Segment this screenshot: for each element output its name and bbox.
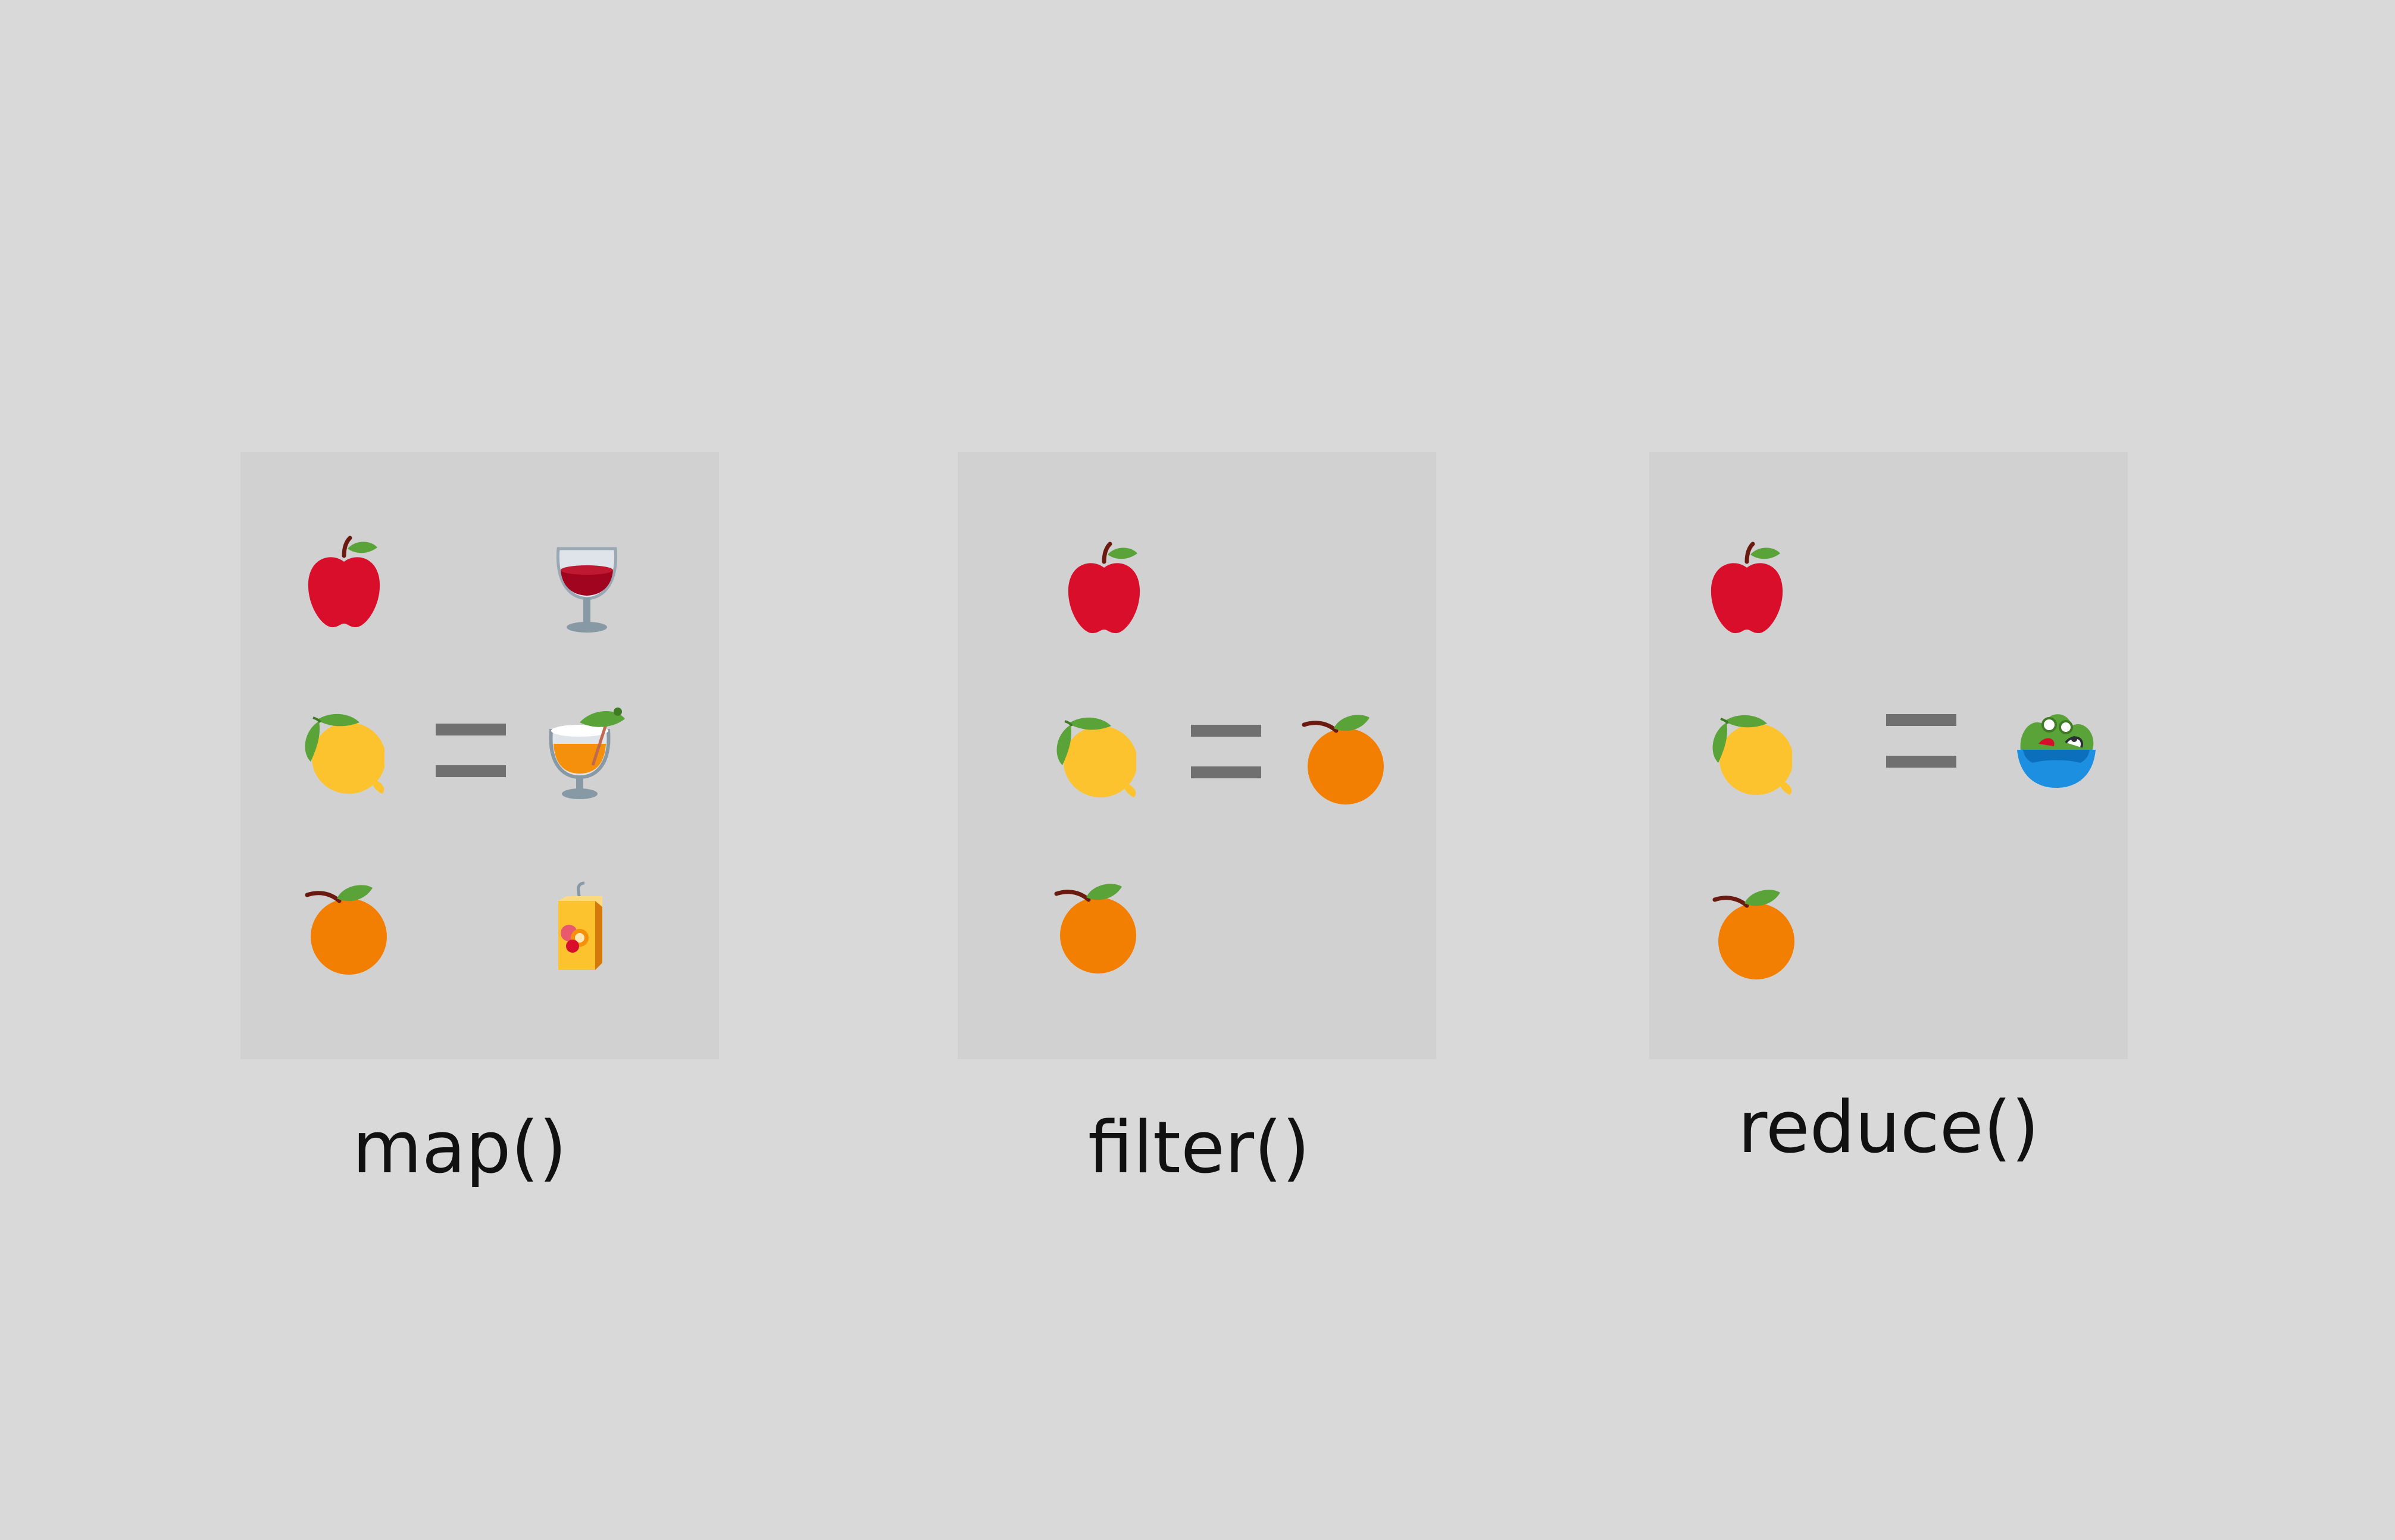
lemon-icon — [301, 705, 384, 800]
lemon-icon — [1053, 708, 1136, 803]
orange-icon — [1711, 885, 1794, 981]
map-label: map() — [352, 1107, 567, 1190]
green-salad-icon — [2015, 701, 2098, 796]
filter-label: filter() — [1088, 1107, 1310, 1190]
tropical-drink-icon — [542, 707, 625, 802]
reduce-panel — [1649, 452, 2128, 1059]
orange-icon — [1300, 710, 1384, 806]
juice-box-icon — [538, 881, 621, 976]
equals-sign — [436, 724, 506, 778]
reduce-label: reduce() — [1738, 1087, 2040, 1169]
red-apple-icon — [1062, 541, 1146, 637]
lemon-icon — [1709, 706, 1792, 801]
wine-glass-icon — [545, 540, 629, 636]
map-panel — [240, 452, 719, 1059]
orange-icon — [304, 881, 387, 976]
red-apple-icon — [302, 536, 386, 631]
filter-panel — [958, 452, 1436, 1059]
orange-icon — [1053, 879, 1136, 975]
equals-sign — [1191, 725, 1261, 780]
equals-sign — [1886, 714, 1956, 769]
red-apple-icon — [1705, 541, 1789, 637]
